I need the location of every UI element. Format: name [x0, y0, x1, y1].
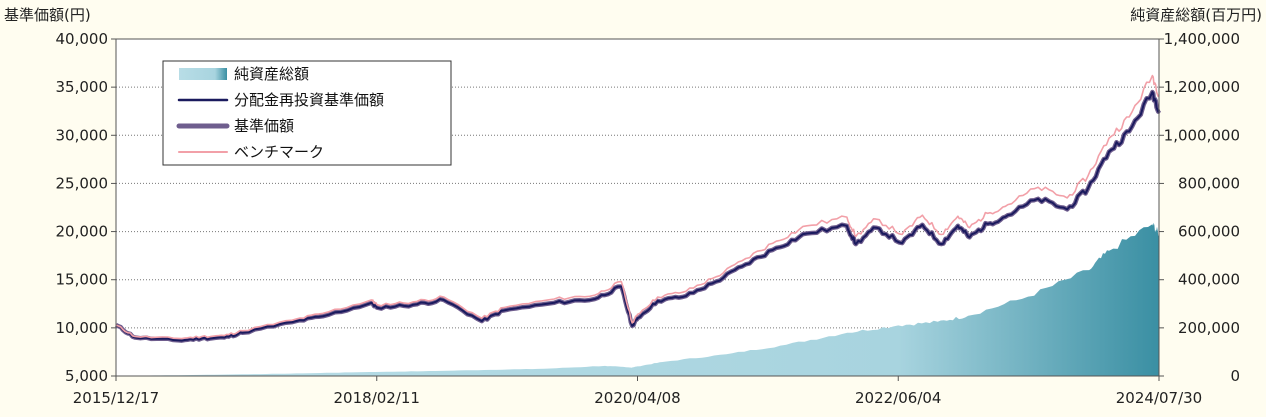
right-tick-label: 1,200,000 [1164, 78, 1240, 96]
right-tick-label: 800,000 [1178, 174, 1240, 192]
right-axis: 0 200,000 400,000 600,000 800,000 1,000,000 1,… [1159, 30, 1240, 385]
net-assets-area [116, 222, 1159, 376]
right-tick-label: 1,400,000 [1164, 30, 1240, 48]
x-tick-label: 2015/12/17 [73, 389, 159, 407]
x-tick-label: 2024/07/30 [1116, 389, 1202, 407]
left-tick-label: 30,000 [56, 126, 109, 144]
left-axis-title: 基準価額(円) [4, 6, 91, 24]
left-tick-label: 35,000 [56, 78, 109, 96]
right-axis-title: 純資産総額(百万円) [1130, 6, 1262, 24]
left-tick-label: 10,000 [56, 319, 109, 337]
right-tick-label: 0 [1230, 367, 1240, 385]
right-tick-label: 600,000 [1178, 223, 1240, 241]
right-tick-label: 400,000 [1178, 271, 1240, 289]
left-tick-label: 15,000 [56, 271, 109, 289]
legend-label: 分配金再投資基準価額 [234, 91, 384, 109]
legend-label: ベンチマーク [234, 143, 324, 161]
legend-label: 基準価額 [234, 117, 294, 135]
lines [114, 74, 1161, 343]
benchmark-line [115, 74, 1160, 340]
x-tick-label: 2020/04/08 [594, 389, 680, 407]
x-tick-label: 2018/02/11 [334, 389, 420, 407]
legend-label: 純資産総額 [234, 65, 309, 83]
right-tick-label: 200,000 [1178, 319, 1240, 337]
right-tick-label: 1,000,000 [1164, 126, 1240, 144]
x-tick-label: 2022/06/04 [855, 389, 941, 407]
left-tick-label: 40,000 [56, 30, 109, 48]
left-tick-label: 20,000 [56, 223, 109, 241]
left-tick-label: 25,000 [56, 174, 109, 192]
left-tick-label: 5,000 [65, 367, 108, 385]
reinvested-nav-line [115, 91, 1160, 342]
left-axis: 5,000 10,000 15,000 20,000 25,000 30,000 35,00… [56, 30, 116, 385]
x-axis: 2015/12/17 2018/02/11 2020/04/08 2022/06/04… [73, 376, 1202, 407]
legend-swatch [179, 68, 227, 80]
